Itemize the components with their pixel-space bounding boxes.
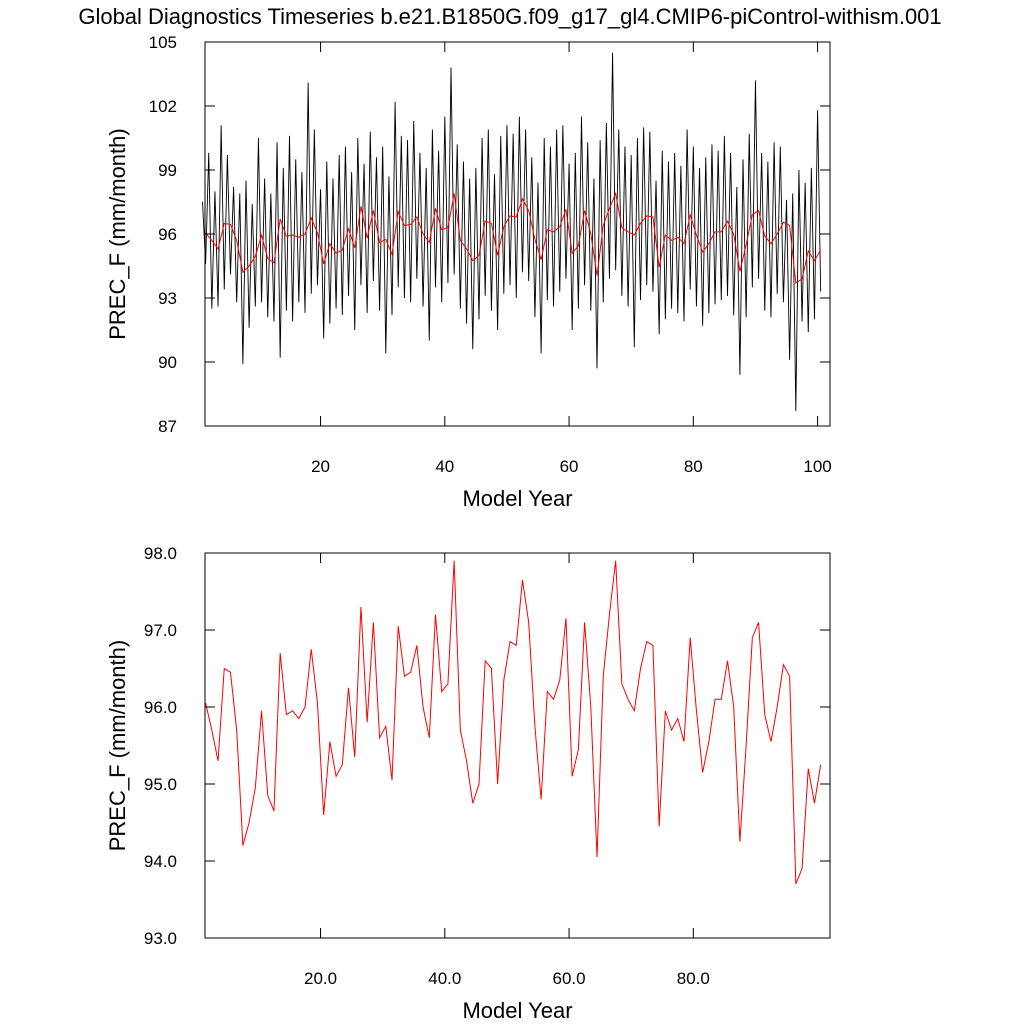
x-axis-label: Model Year xyxy=(462,486,572,511)
x-tick-label: 100 xyxy=(803,457,831,476)
x-axis-label: Model Year xyxy=(462,998,572,1023)
y-tick-label: 95.0 xyxy=(144,775,177,794)
y-tick-label: 105 xyxy=(149,33,177,52)
data-line xyxy=(202,52,822,412)
data-line xyxy=(205,560,822,885)
x-tick-label: 20.0 xyxy=(304,969,337,988)
plot-frame xyxy=(204,552,831,939)
x-tick-label: 20 xyxy=(311,457,330,476)
y-tick-label: 102 xyxy=(149,97,177,116)
y-axis-label: PREC_F (mm/month) xyxy=(105,640,130,851)
y-tick-label: 93.0 xyxy=(144,929,177,948)
x-tick-label: 60 xyxy=(560,457,579,476)
y-tick-label: 98.0 xyxy=(144,544,177,563)
x-tick-label: 40 xyxy=(435,457,454,476)
data-line xyxy=(205,191,822,284)
y-tick-label: 87 xyxy=(158,417,177,436)
y-tick-label: 96 xyxy=(158,225,177,244)
x-tick-label: 40.0 xyxy=(428,969,461,988)
y-tick-label: 90 xyxy=(158,353,177,372)
y-tick-label: 93 xyxy=(158,289,177,308)
y-tick-label: 97.0 xyxy=(144,621,177,640)
title: Global Diagnostics Timeseries b.e21.B185… xyxy=(78,4,941,29)
y-tick-label: 96.0 xyxy=(144,698,177,717)
x-tick-label: 80 xyxy=(684,457,703,476)
y-tick-label: 94.0 xyxy=(144,852,177,871)
y-axis-label: PREC_F (mm/month) xyxy=(105,128,130,339)
x-tick-label: 80.0 xyxy=(677,969,710,988)
x-tick-label: 60.0 xyxy=(553,969,586,988)
y-tick-label: 99 xyxy=(158,161,177,180)
